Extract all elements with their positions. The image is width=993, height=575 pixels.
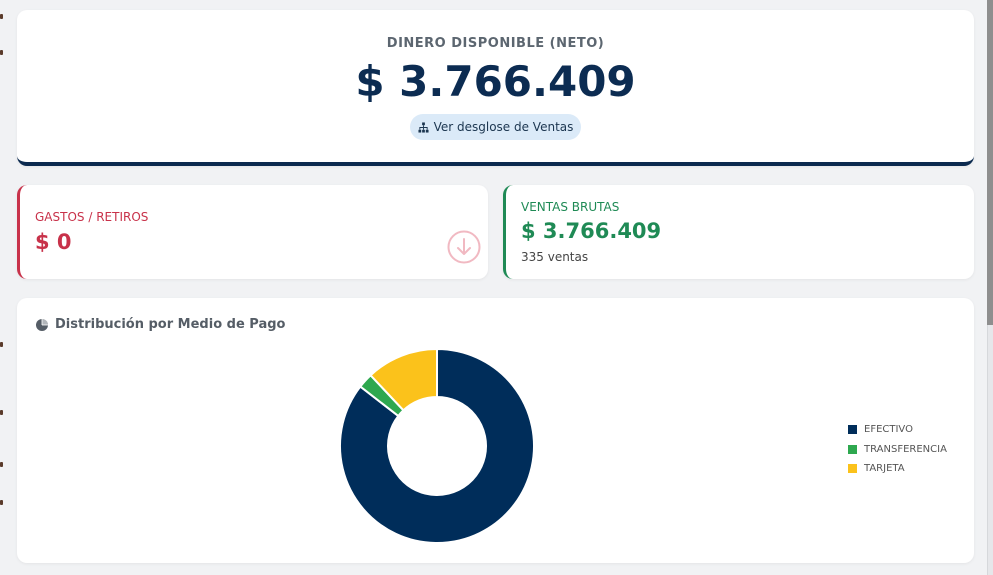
legend-item-tarjeta[interactable]: TARJETA [848, 459, 947, 479]
donut-slice-tarjeta[interactable] [369, 348, 438, 412]
edge-marker [0, 14, 3, 19]
sitemap-icon [418, 121, 429, 133]
donut-slice-efectivo[interactable] [339, 348, 535, 544]
edge-marker [0, 342, 3, 347]
sales-breakdown-label: Ver desglose de Ventas [433, 120, 574, 134]
edge-marker [0, 50, 3, 55]
chart-title: Distribución por Medio de Pago [55, 317, 286, 332]
payment-distribution-card: Distribución por Medio de Pago EFECTIVO T… [17, 298, 974, 563]
expenses-card: GASTOS / RETIROS $ 0 [17, 185, 488, 279]
scrollbar-track[interactable] [987, 0, 993, 575]
legend-label: EFECTIVO [864, 424, 913, 436]
gross-sales-card: VENTAS BRUTAS $ 3.766.409 335 ventas [503, 185, 974, 279]
legend-label: TARJETA [864, 463, 905, 475]
net-available-title: DINERO DISPONIBLE (NETO) [386, 36, 605, 51]
expenses-amount: $ 0 [35, 230, 72, 254]
pie-chart-icon [36, 318, 48, 331]
legend-item-transferencia[interactable]: TRANSFERENCIA [848, 440, 947, 460]
arrow-down-circle-icon [447, 230, 481, 264]
edge-marker [0, 462, 3, 467]
legend-label: TRANSFERENCIA [864, 443, 947, 455]
sales-count: 335 ventas [521, 250, 589, 264]
edge-marker [0, 500, 3, 505]
edge-marker [0, 410, 3, 415]
chart-legend: EFECTIVO TRANSFERENCIA TARJETA [848, 420, 947, 479]
expenses-label: GASTOS / RETIROS [35, 210, 149, 224]
chart-header: Distribución por Medio de Pago [35, 317, 285, 332]
legend-swatch [848, 464, 857, 474]
legend-swatch [848, 425, 857, 435]
legend-swatch [848, 444, 857, 454]
sales-breakdown-button[interactable]: Ver desglose de Ventas [410, 114, 581, 140]
left-edge [0, 0, 4, 575]
legend-item-efectivo[interactable]: EFECTIVO [848, 420, 947, 440]
scrollbar-thumb[interactable] [987, 0, 993, 325]
net-available-amount: $ 3.766.409 [355, 57, 636, 106]
payment-donut-chart[interactable] [339, 348, 535, 544]
gross-sales-amount: $ 3.766.409 [521, 219, 662, 243]
net-available-card: DINERO DISPONIBLE (NETO) $ 3.766.409 Ver… [17, 10, 974, 166]
gross-sales-label: VENTAS BRUTAS [521, 200, 620, 214]
